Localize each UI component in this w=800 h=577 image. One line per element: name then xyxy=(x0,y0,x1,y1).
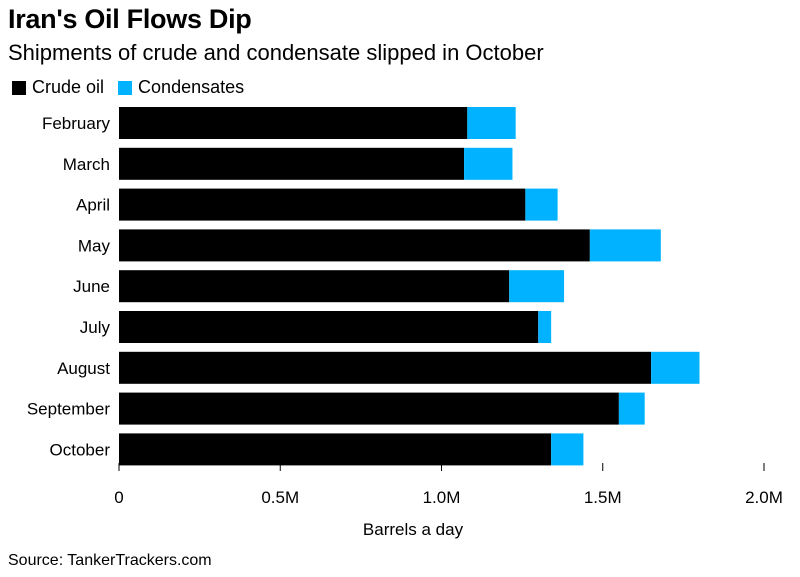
bar-condensates-july xyxy=(538,311,552,343)
x-tick-label: 0 xyxy=(114,488,123,507)
category-label: May xyxy=(78,236,111,255)
x-tick-label: 2.0M xyxy=(745,488,783,507)
legend-item-crude: Crude oil xyxy=(12,77,104,98)
legend-item-condensates: Condensates xyxy=(118,77,244,98)
bar-crude-april xyxy=(119,188,526,221)
bar-condensates-june xyxy=(509,270,565,303)
bar-crude-september xyxy=(119,392,619,425)
x-axis-ticks: 0 0.5M 1.0M 1.5M 2.0M xyxy=(114,463,783,507)
bars-group xyxy=(119,107,700,466)
bar-condensates-september xyxy=(618,392,645,425)
category-label: July xyxy=(80,318,111,337)
bar-crude-may xyxy=(119,229,590,262)
x-tick-label: 0.5M xyxy=(261,488,299,507)
category-labels: February March April May June July August Septe… xyxy=(27,114,111,459)
bar-condensates-april xyxy=(525,188,558,221)
source-note: Source: TankerTrackers.com xyxy=(8,552,212,569)
bar-crude-june xyxy=(119,270,510,303)
bar-condensates-august xyxy=(651,351,700,384)
legend-swatch-condensates xyxy=(118,80,133,95)
category-label: April xyxy=(76,196,110,215)
bar-condensates-march xyxy=(464,147,513,180)
x-tick-label: 1.5M xyxy=(584,488,622,507)
chart-subtitle: Shipments of crude and condensate slippe… xyxy=(8,40,544,65)
x-axis-label: Barrels a day xyxy=(363,520,464,539)
category-label: October xyxy=(50,440,111,459)
category-label: June xyxy=(73,277,110,296)
legend-label-condensates: Condensates xyxy=(138,77,245,97)
bar-condensates-may xyxy=(589,229,661,262)
category-label: September xyxy=(27,400,110,419)
legend-label-crude: Crude oil xyxy=(32,77,105,97)
bar-crude-august xyxy=(119,351,652,384)
category-label: March xyxy=(63,155,110,174)
chart-title: Iran's Oil Flows Dip xyxy=(8,4,252,34)
legend-swatch-crude xyxy=(12,80,26,95)
chart-legend: Crude oil Condensates xyxy=(12,77,258,98)
bar-crude-march xyxy=(119,147,465,180)
category-label: February xyxy=(42,114,111,133)
bar-condensates-october xyxy=(551,433,584,466)
bar-crude-july xyxy=(119,311,539,343)
bar-crude-october xyxy=(119,433,552,466)
category-label: August xyxy=(57,359,110,378)
bar-crude-february xyxy=(119,107,468,139)
bar-condensates-february xyxy=(467,107,516,139)
x-tick-label: 1.0M xyxy=(423,488,461,507)
